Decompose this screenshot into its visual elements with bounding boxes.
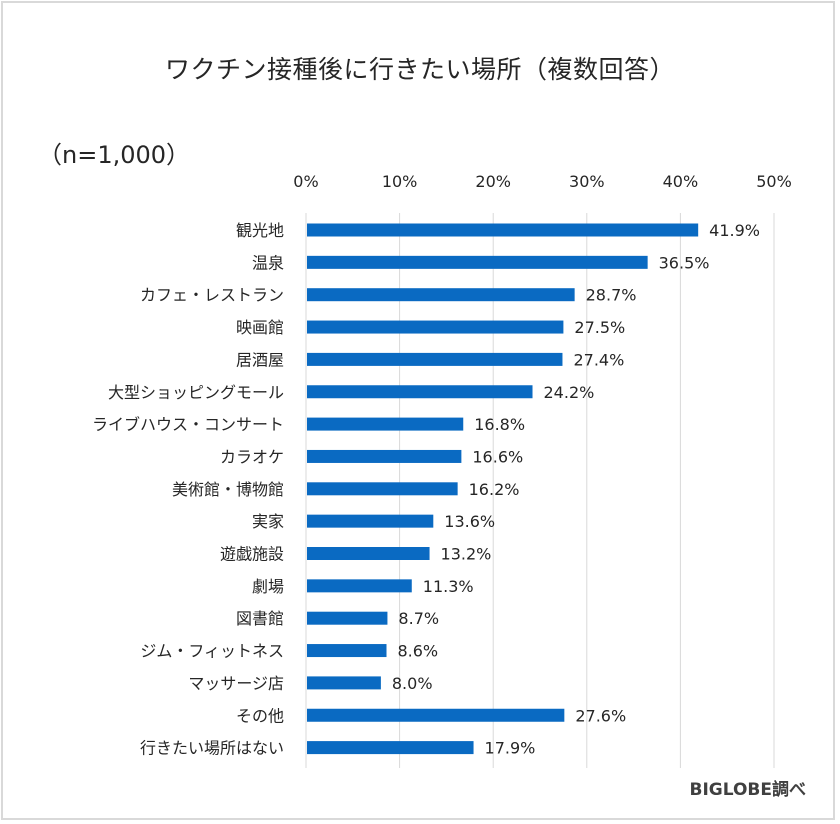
category-label: その他 (236, 706, 284, 725)
bar (307, 644, 387, 658)
data-label: 11.3% (423, 577, 474, 596)
category-label: 観光地 (236, 221, 284, 240)
data-label: 13.2% (441, 545, 492, 564)
category-label: 遊戯施設 (220, 545, 284, 564)
data-label: 27.5% (574, 318, 625, 337)
data-label: 8.0% (392, 674, 433, 693)
data-label: 16.2% (469, 480, 520, 499)
x-tick-label: 40% (663, 172, 699, 191)
category-label: ジム・フィットネス (140, 642, 284, 661)
category-label: 図書館 (236, 609, 284, 628)
data-label: 13.6% (444, 512, 495, 531)
source-credit: BIGLOBE調べ (689, 780, 807, 800)
category-label: カフェ・レストラン (140, 286, 284, 305)
x-tick-label: 30% (569, 172, 605, 191)
bar (307, 449, 462, 463)
category-label: ライブハウス・コンサート (92, 415, 284, 434)
data-label: 28.7% (586, 286, 637, 305)
bars (307, 223, 699, 755)
data-label: 16.6% (472, 447, 523, 466)
bar (307, 320, 564, 334)
category-label: 実家 (252, 512, 284, 531)
sample-size-note: （n=1,000） (38, 141, 191, 169)
bar (307, 417, 464, 431)
bar (307, 482, 458, 496)
bar (307, 676, 381, 690)
bar (307, 352, 563, 366)
data-label: 16.8% (474, 415, 525, 434)
data-label: 36.5% (659, 253, 710, 272)
category-label: 映画館 (236, 318, 284, 337)
x-tick-label: 10% (382, 172, 418, 191)
bar (307, 741, 474, 755)
data-label: 27.4% (573, 350, 624, 369)
category-label: カラオケ (220, 447, 284, 466)
data-label: 24.2% (544, 383, 595, 402)
chart-title: ワクチン接種後に行きたい場所（複数回答） (164, 55, 675, 84)
data-label: 8.7% (398, 609, 439, 628)
bar (307, 223, 699, 237)
bar (307, 385, 533, 399)
category-label: 行きたい場所はない (140, 739, 284, 758)
bar (307, 611, 388, 625)
data-label: 27.6% (575, 706, 626, 725)
bar (307, 579, 412, 593)
category-label: マッサージ店 (188, 674, 284, 693)
category-label: 美術館・博物館 (172, 480, 284, 499)
x-axis-ticks: 0% 10% 20% 30% 40% 50% (293, 172, 791, 191)
category-label: 居酒屋 (236, 350, 284, 369)
category-label: 温泉 (252, 253, 284, 272)
bar (307, 547, 430, 560)
x-tick-label: 20% (475, 172, 511, 191)
data-labels: 41.9% 36.5% 28.7% 27.5% 27.4% 24.2% 16.8% 16.6%… (392, 221, 760, 758)
category-label: 大型ショッピングモール (108, 383, 284, 402)
data-label: 41.9% (709, 221, 760, 240)
category-label: 劇場 (252, 577, 284, 596)
bar (307, 288, 575, 302)
category-labels: 観光地温泉カフェ・レストラン映画館居酒屋大型ショッピングモールライブハウス・コン… (92, 221, 284, 758)
bar (307, 255, 648, 269)
bar (307, 708, 565, 722)
bar (307, 514, 434, 528)
data-label: 8.6% (397, 642, 438, 661)
x-tick-label: 50% (756, 172, 792, 191)
x-tick-label: 0% (293, 172, 318, 191)
data-label: 17.9% (485, 739, 536, 758)
